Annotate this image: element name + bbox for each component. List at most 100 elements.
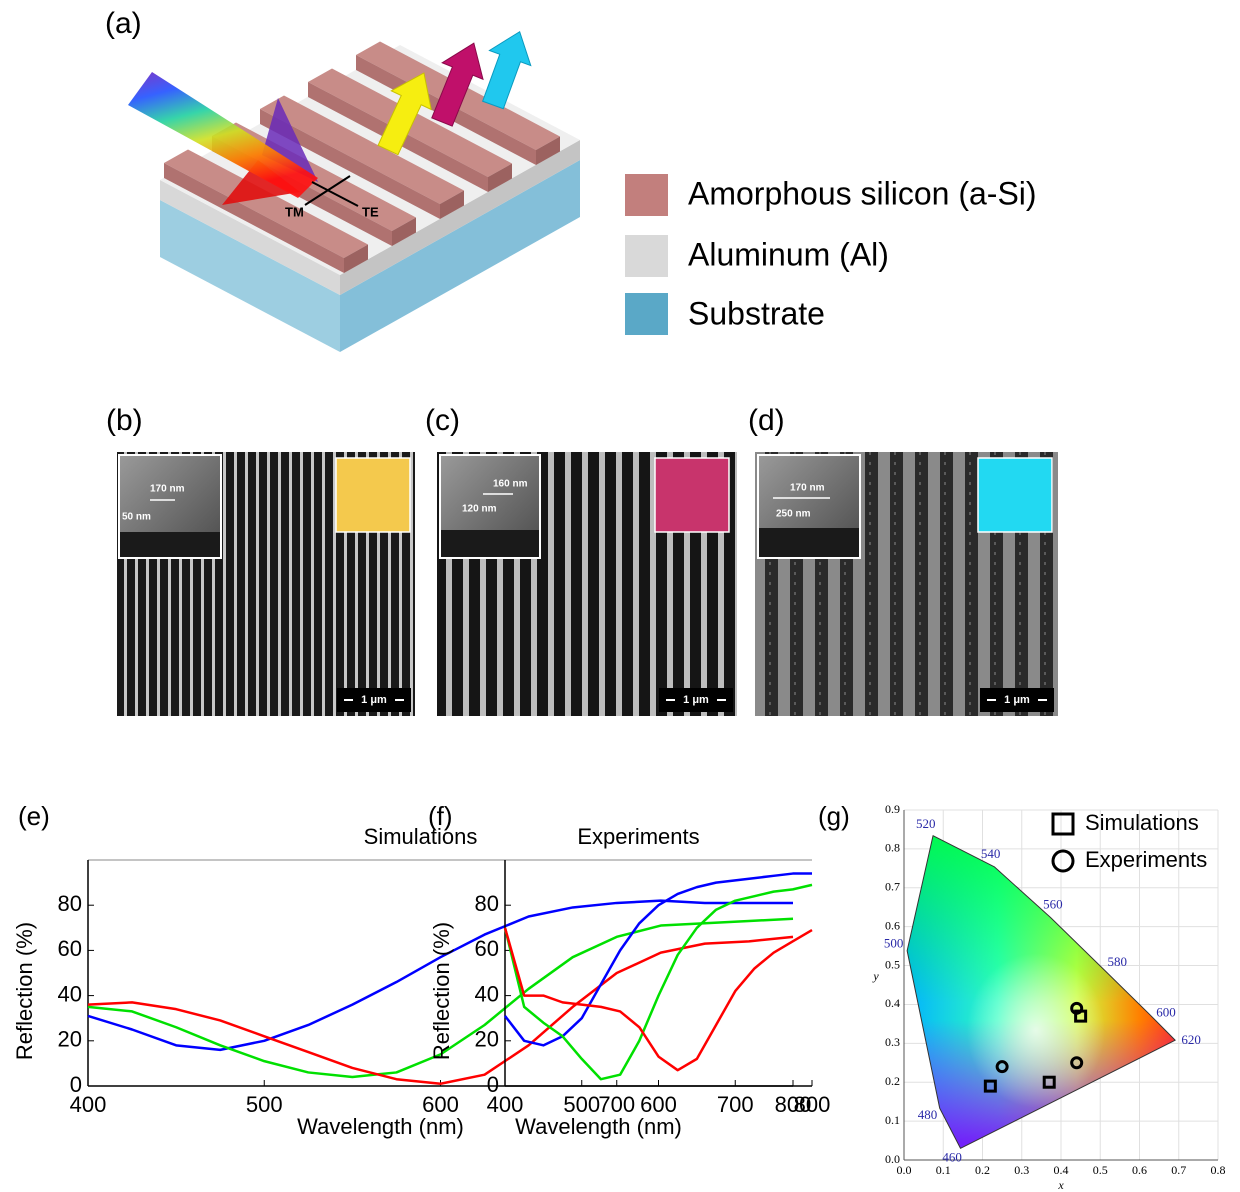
x-tick-label: 400 xyxy=(70,1092,107,1117)
dimension-label: 170 nm xyxy=(790,483,825,494)
y-tick-label: 0.1 xyxy=(885,1113,900,1127)
legend-label: Amorphous silicon (a-Si) xyxy=(688,175,1037,211)
legend-label: Substrate xyxy=(688,295,825,331)
dimension-label: 50 nm xyxy=(122,512,151,523)
scale-bar-label: 1 μm xyxy=(683,694,709,706)
x-axis-label: Wavelength (nm) xyxy=(297,1114,464,1139)
series-line xyxy=(503,883,813,1081)
panel-label: (f) xyxy=(428,801,453,831)
square-marker xyxy=(983,1079,997,1093)
y-axis-label: y xyxy=(872,969,879,983)
x-tick-label: 0.1 xyxy=(936,1163,951,1177)
x-tick-label: 400 xyxy=(487,1092,524,1117)
y-tick-label: 0.7 xyxy=(885,880,900,894)
y-tick-label: 0.9 xyxy=(885,802,900,816)
panel-label: (a) xyxy=(105,7,142,40)
wavelength-label: 480 xyxy=(918,1107,938,1122)
dimension-label: 160 nm xyxy=(493,479,528,490)
y-tick-label: 0.5 xyxy=(885,957,900,971)
legend-label: Aluminum (Al) xyxy=(688,236,889,272)
y-tick-label: 0.4 xyxy=(885,996,900,1010)
y-tick-label: 60 xyxy=(475,936,499,961)
series-line xyxy=(87,917,794,1079)
legend-label: Simulations xyxy=(1085,810,1199,835)
legend-label: Experiments xyxy=(1085,847,1207,872)
panel-label: (b) xyxy=(106,404,143,437)
sem-image: 170 nm 50 nm 1 μm xyxy=(117,452,415,716)
y-tick-label: 20 xyxy=(475,1027,499,1052)
panel-label: (g) xyxy=(818,801,850,831)
series-line xyxy=(87,899,793,1052)
y-tick-label: 60 xyxy=(58,936,82,961)
series-line xyxy=(504,872,812,1047)
x-tick-label: 0.0 xyxy=(897,1163,912,1177)
x-tick-label: 700 xyxy=(717,1092,754,1117)
y-tick-label: 0.6 xyxy=(885,918,900,932)
x-tick-label: 600 xyxy=(640,1092,677,1117)
wavelength-label: 500 xyxy=(884,935,904,950)
x-tick-label: 0.3 xyxy=(1014,1163,1029,1177)
y-axis-label: Reflection (%) xyxy=(429,922,454,1060)
y-tick-label: 0.3 xyxy=(885,1035,900,1049)
x-tick-label: 600 xyxy=(422,1092,459,1117)
polarization-label: TM xyxy=(285,204,304,219)
structure-diagram: TM TE xyxy=(128,30,580,352)
x-tick-label: 500 xyxy=(563,1092,600,1117)
x-axis-label: x xyxy=(1057,1178,1064,1192)
sem-image: 170 nm 250 nm 1 μm xyxy=(755,452,1058,716)
wavelength-label: 600 xyxy=(1156,1004,1176,1019)
scale-bar-label: 1 μm xyxy=(361,694,387,706)
square-marker xyxy=(1042,1075,1056,1089)
wavelength-label: 560 xyxy=(1043,896,1063,911)
y-tick-label: 20 xyxy=(58,1027,82,1052)
series-line xyxy=(87,935,794,1085)
y-tick-label: 0.2 xyxy=(885,1074,900,1088)
y-axis-label: Reflection (%) xyxy=(12,922,37,1060)
x-tick-label: 0.6 xyxy=(1132,1163,1147,1177)
y-tick-label: 0 xyxy=(487,1072,499,1097)
y-tick-label: 80 xyxy=(475,891,499,916)
legend-marker xyxy=(1051,812,1075,836)
x-tick-label: 0.2 xyxy=(975,1163,990,1177)
legend-swatch xyxy=(625,174,668,216)
x-tick-label: 0.4 xyxy=(1054,1163,1069,1177)
wavelength-label: 520 xyxy=(916,816,936,831)
spectral-locus xyxy=(906,835,1176,1149)
material-legend: Amorphous silicon (a-Si) Aluminum (Al) S… xyxy=(625,174,1037,335)
dimension-label: 250 nm xyxy=(776,509,811,520)
dimension-label: 170 nm xyxy=(150,484,185,495)
legend-swatch xyxy=(625,235,668,277)
circle-marker xyxy=(995,1060,1009,1074)
wavelength-label: 620 xyxy=(1181,1032,1201,1047)
y-tick-label: 40 xyxy=(58,981,82,1006)
sem-image: 160 nm 120 nm 1 μm xyxy=(437,452,737,716)
color-swatch xyxy=(335,457,411,533)
y-tick-label: 40 xyxy=(475,981,499,1006)
panel-label: (e) xyxy=(18,801,50,831)
chart-title: Experiments xyxy=(577,824,699,849)
y-tick-label: 0 xyxy=(70,1072,82,1097)
y-tick-label: 80 xyxy=(58,891,82,916)
wavelength-label: 460 xyxy=(942,1150,962,1165)
series-line xyxy=(503,927,813,1072)
dimension-label: 120 nm xyxy=(462,504,497,515)
wavelength-label: 540 xyxy=(981,846,1001,861)
circle-marker xyxy=(1070,1001,1084,1015)
circle-marker xyxy=(1070,1056,1084,1070)
x-tick-label: 0.7 xyxy=(1171,1163,1186,1177)
y-tick-label: 0.0 xyxy=(885,1152,900,1166)
x-tick-label: 800 xyxy=(775,1092,812,1117)
polarization-label: TE xyxy=(362,204,379,219)
chart-title: Simulations xyxy=(364,824,478,849)
x-tick-label: 500 xyxy=(246,1092,283,1117)
x-tick-label: 0.5 xyxy=(1093,1163,1108,1177)
wavelength-label: 580 xyxy=(1108,954,1128,969)
scale-bar-label: 1 μm xyxy=(1004,694,1030,706)
color-swatch xyxy=(654,457,730,533)
legend-swatch xyxy=(625,293,668,335)
x-axis-label: Wavelength (nm) xyxy=(515,1114,682,1139)
legend-marker xyxy=(1051,849,1075,873)
y-tick-label: 0.8 xyxy=(885,841,900,855)
color-swatch xyxy=(977,457,1053,533)
